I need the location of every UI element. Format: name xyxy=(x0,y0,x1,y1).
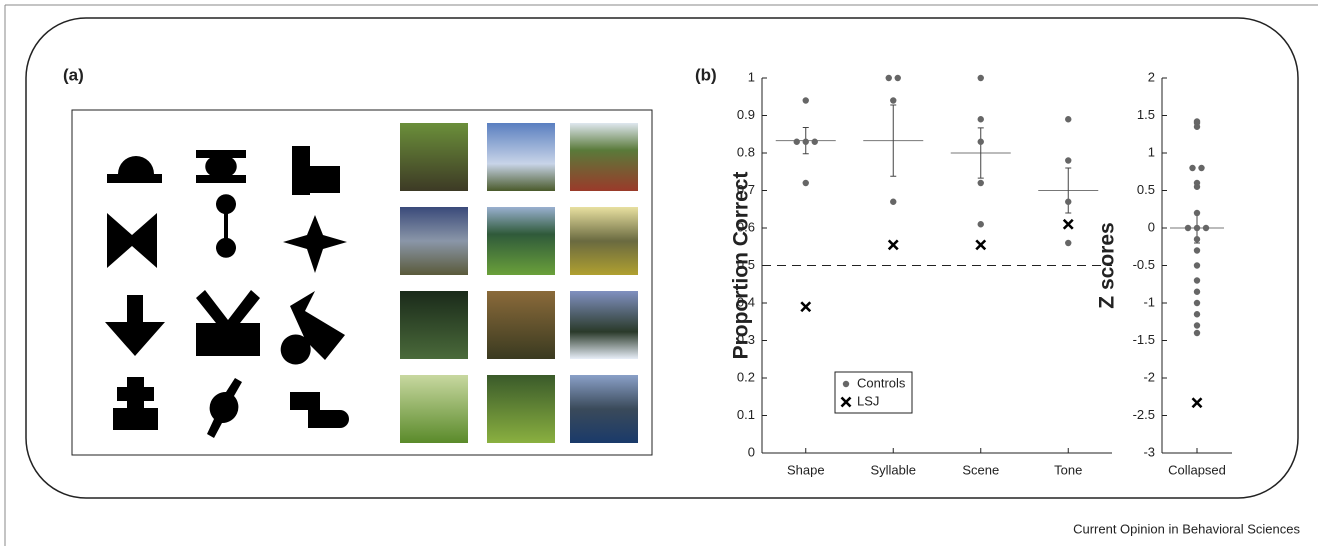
patient-point xyxy=(976,240,985,249)
y-tick-label: 2 xyxy=(1148,69,1155,84)
control-point xyxy=(1194,210,1200,216)
control-point xyxy=(1194,262,1200,268)
footer: Current Opinion in Behavioral Sciences xyxy=(1073,521,1300,536)
y-tick-label: 0 xyxy=(1148,219,1155,234)
y-tick-label: 0.9 xyxy=(737,107,755,122)
y-tick-label: -2 xyxy=(1143,369,1155,384)
control-point xyxy=(978,75,984,81)
control-point xyxy=(1194,322,1200,328)
patient-point xyxy=(1193,398,1202,407)
stimuli-box xyxy=(72,110,652,455)
control-point xyxy=(890,199,896,205)
y-tick-label: 0.2 xyxy=(737,369,755,384)
control-point xyxy=(978,221,984,227)
control-point xyxy=(1194,236,1200,242)
y-tick-label: 0.8 xyxy=(737,144,755,159)
y-tick-label: -3 xyxy=(1143,444,1155,459)
y-tick-label: -1.5 xyxy=(1133,332,1155,347)
control-point xyxy=(1194,277,1200,283)
y-axis-label: Proportion Correct xyxy=(730,172,753,360)
control-point xyxy=(1065,157,1071,163)
y-tick-label: -2.5 xyxy=(1133,407,1155,422)
control-point xyxy=(812,139,818,145)
control-point xyxy=(1194,124,1200,130)
control-point xyxy=(1194,311,1200,317)
control-point xyxy=(1194,184,1200,190)
control-point xyxy=(1189,165,1195,171)
x-tick-label: Scene xyxy=(962,462,999,477)
legend-label: LSJ xyxy=(857,393,879,408)
x-tick-label: Collapsed xyxy=(1168,462,1226,477)
legend-marker xyxy=(843,381,849,387)
patient-point xyxy=(889,240,898,249)
y-tick-label: 0.5 xyxy=(1137,182,1155,197)
control-point xyxy=(978,180,984,186)
stimuli-panel xyxy=(72,110,652,455)
control-point xyxy=(1194,300,1200,306)
x-tick-label: Shape xyxy=(787,462,825,477)
control-point xyxy=(803,180,809,186)
control-point xyxy=(1203,225,1209,231)
y-tick-label: -0.5 xyxy=(1133,257,1155,272)
control-point xyxy=(803,139,809,145)
page: (a) (b) Current Opinion in Behavioral Sc… xyxy=(0,0,1318,551)
y-tick-label: 1 xyxy=(748,69,755,84)
control-point xyxy=(890,97,896,103)
control-point xyxy=(978,139,984,145)
control-point xyxy=(1185,225,1191,231)
figure: (a) (b) Current Opinion in Behavioral Sc… xyxy=(0,0,1318,546)
control-point xyxy=(1065,116,1071,122)
x-tick-label: Syllable xyxy=(870,462,916,477)
y-tick-label: 1.5 xyxy=(1137,107,1155,122)
y-tick-label: 1 xyxy=(1148,144,1155,159)
patient-point xyxy=(1064,220,1073,229)
control-point xyxy=(895,75,901,81)
control-point xyxy=(1065,199,1071,205)
control-point xyxy=(1198,165,1204,171)
y-tick-label: 0.1 xyxy=(737,407,755,422)
control-point xyxy=(978,116,984,122)
control-point xyxy=(1194,247,1200,253)
y-axis-label: Z scores xyxy=(1096,222,1119,308)
control-point xyxy=(794,139,800,145)
panel-label: (a) xyxy=(63,65,84,84)
legend-label: Controls xyxy=(857,375,906,390)
control-point xyxy=(1194,289,1200,295)
control-point xyxy=(1194,225,1200,231)
y-tick-label: 0 xyxy=(748,444,755,459)
patient-point xyxy=(801,302,810,311)
control-point xyxy=(1194,330,1200,336)
panel-label: (b) xyxy=(695,65,717,84)
control-point xyxy=(886,75,892,81)
control-point xyxy=(803,97,809,103)
control-point xyxy=(1065,240,1071,246)
y-tick-label: -1 xyxy=(1143,294,1155,309)
x-tick-label: Tone xyxy=(1054,462,1082,477)
